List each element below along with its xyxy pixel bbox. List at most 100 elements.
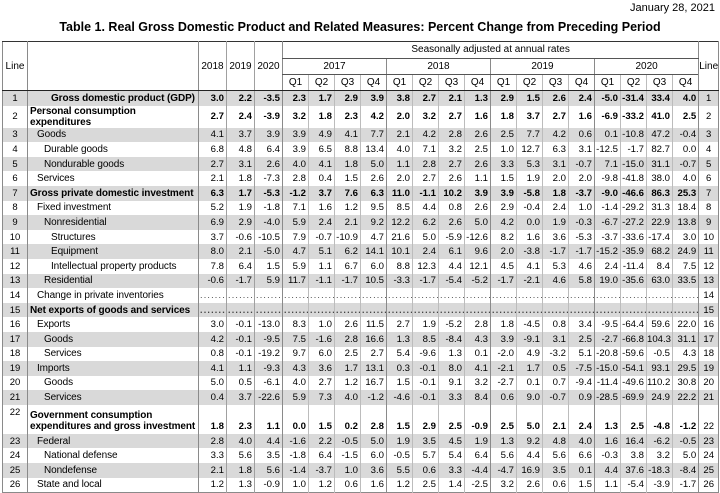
cell-value: -1.5 <box>334 448 361 464</box>
cell-value: -27.2 <box>620 215 647 230</box>
cell-value: 6.2 <box>412 215 439 230</box>
cell-value: 3.2 <box>490 477 517 493</box>
table-row: 24 National defense 3.3 5.6 3.5 -1.8 6.4 -1.5 6.… <box>3 448 719 464</box>
row-label: Services <box>27 390 199 405</box>
cell-value: 16.9 <box>516 463 543 478</box>
cell-value: 5.0 <box>516 404 543 434</box>
cell-value: 4.6 <box>542 273 569 289</box>
line-number: 24 <box>9 450 21 462</box>
cell-value: 9.7 <box>282 346 309 362</box>
cell-value: -7.3 <box>254 171 283 186</box>
row-label: Government consumption expenditures and … <box>27 404 199 434</box>
cell-value: 0.0 <box>516 215 543 230</box>
cell-value: 4.4 <box>594 463 621 478</box>
line-number: 1 <box>698 90 719 106</box>
line-number: 25 <box>9 464 21 476</box>
cell-value: ......... <box>516 302 543 318</box>
line-number: 6 <box>12 173 18 185</box>
cell-value: -1.7 <box>671 477 699 493</box>
gdp-table: Line 2018 2019 2020 Seasonally adjusted … <box>2 41 720 493</box>
cell-value: 2.7 <box>360 346 387 362</box>
cell-value: 1.6 <box>568 105 595 128</box>
cell-value: 21.6 <box>386 229 413 245</box>
cell-value: ......... <box>308 288 335 303</box>
cell-value: -1.4 <box>282 463 309 478</box>
cell-value: 1.1 <box>226 361 255 376</box>
cell-value: 4.8 <box>226 142 255 157</box>
cell-value: 16.4 <box>620 433 647 449</box>
cell-value: 3.5 <box>412 433 439 449</box>
cell-value: 0.8 <box>438 200 465 216</box>
cell-value: 0.9 <box>568 390 595 405</box>
cell-value: 1.6 <box>516 229 543 245</box>
cell-value: -29.2 <box>620 200 647 216</box>
cell-value: -0.1 <box>412 361 439 376</box>
line-number: 26 <box>698 477 719 493</box>
cell-value: 3.8 <box>386 90 413 106</box>
cell-value: 2.6 <box>438 215 465 230</box>
quarter-header: Q4 <box>464 74 491 91</box>
row-label: Change in private inventories <box>27 288 199 303</box>
cell-value: -41.8 <box>620 171 647 186</box>
cell-value: 0.4 <box>198 390 227 405</box>
cell-value: ......... <box>386 302 413 318</box>
line-number: 3 <box>698 127 719 143</box>
line-number: 10 <box>9 231 21 243</box>
cell-value: 2.4 <box>412 244 439 259</box>
cell-value: 4.1 <box>464 361 491 376</box>
cell-value: 4.3 <box>282 361 309 376</box>
cell-value: -0.3 <box>594 448 621 464</box>
cell-value: 4.3 <box>464 331 491 347</box>
cell-value: 2.9 <box>334 90 361 106</box>
cell-value: 2.8 <box>334 331 361 347</box>
cell-value: 12.1 <box>464 258 491 274</box>
cell-value: -0.1 <box>226 317 255 332</box>
cell-value: 4.0 <box>568 433 595 449</box>
cell-value: 3.2 <box>282 105 309 128</box>
row-label: Exports <box>27 317 199 332</box>
cell-value: -6.2 <box>646 433 673 449</box>
cell-value: -69.9 <box>620 390 647 405</box>
cell-value: 1.1 <box>464 171 491 186</box>
quarter-header: Q1 <box>282 74 309 91</box>
cell-value: 1.0 <box>282 477 309 493</box>
cell-value: 33.4 <box>646 90 673 106</box>
cell-value: -2.1 <box>516 273 543 289</box>
cell-value: -7.5 <box>568 361 595 376</box>
cell-value: 0.5 <box>226 375 255 391</box>
cell-value: 3.8 <box>620 448 647 464</box>
table-row: 13 Residential -0.6 -1.7 5.9 11.7 -1.1 -1.7 10.5… <box>2 273 719 289</box>
cell-value: 4.0 <box>386 142 413 157</box>
cell-value: ......... <box>594 288 621 303</box>
cell-value: ......... <box>464 288 491 303</box>
cell-value: 1.1 <box>594 477 621 493</box>
cell-value: -0.1 <box>226 346 255 362</box>
annual-2018-header: 2018 <box>198 41 227 91</box>
cell-value: 3.0 <box>198 317 227 332</box>
cell-value: -10.9 <box>334 229 361 245</box>
cell-value: -1.7 <box>620 142 647 157</box>
cell-value: -0.9 <box>254 477 283 493</box>
cell-value: 22.0 <box>671 317 699 332</box>
cell-value: 1.5 <box>254 258 283 274</box>
cell-value: 7.1 <box>594 156 621 172</box>
cell-value: 5.1 <box>308 244 335 259</box>
cell-value: 2.6 <box>464 156 491 172</box>
cell-value: 2.3 <box>282 90 309 106</box>
cell-value: 4.4 <box>412 200 439 216</box>
cell-value: 33.5 <box>671 273 699 289</box>
cell-value: 8.8 <box>334 142 361 157</box>
line-number: 5 <box>698 156 719 172</box>
row-label: Services <box>27 346 199 362</box>
row-label: Intellectual property products <box>27 258 199 274</box>
cell-value: 1.7 <box>226 185 255 201</box>
cell-value: 3.7 <box>308 185 335 201</box>
cell-value: 3.6 <box>308 361 335 376</box>
cell-value: 2.1 <box>542 404 569 434</box>
cell-value: -12.6 <box>464 229 491 245</box>
cell-value: -0.7 <box>568 156 595 172</box>
cell-value: -10.8 <box>620 127 647 143</box>
line-number: 20 <box>9 377 21 389</box>
cell-value: 3.2 <box>464 375 491 391</box>
label-col-header <box>27 41 199 91</box>
